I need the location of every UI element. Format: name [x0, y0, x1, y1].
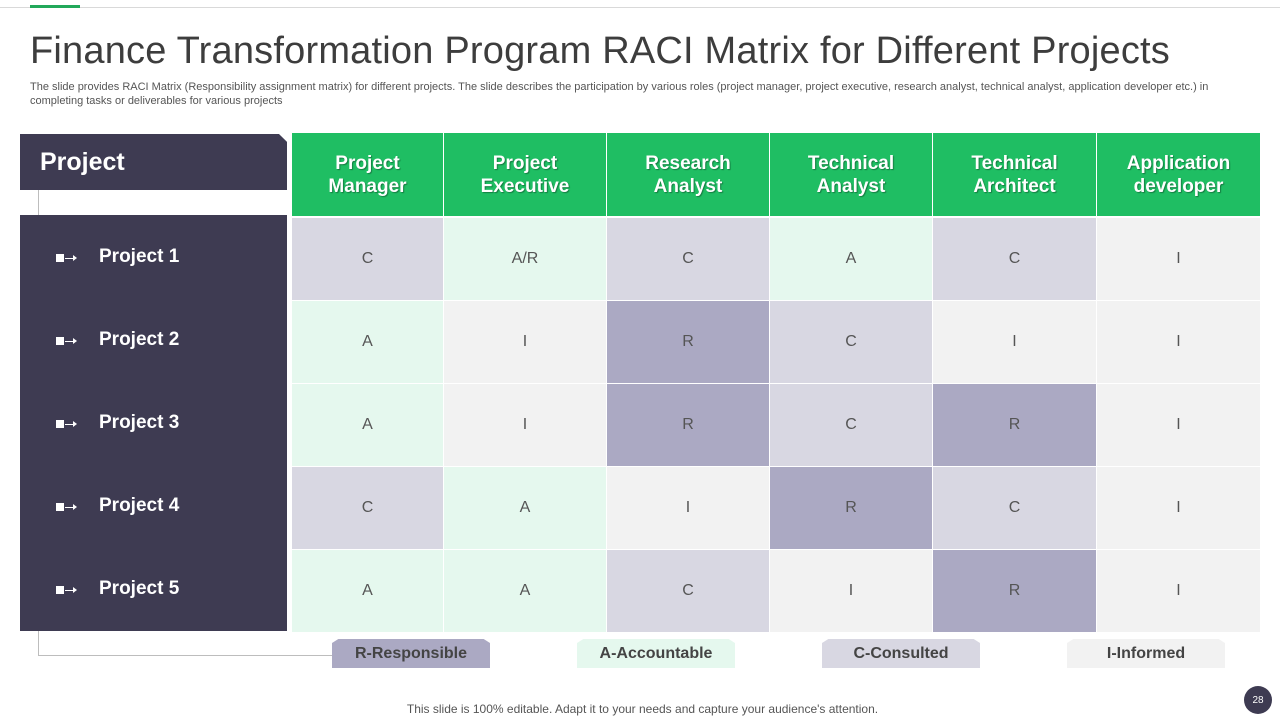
project-row-4: Project 4 [20, 492, 287, 522]
square-bullet-icon [56, 586, 64, 594]
project-label: Project 3 [99, 412, 180, 433]
raci-cell: A [770, 218, 932, 300]
column-header-technical-architect: Technical Architect [933, 133, 1096, 216]
raci-matrix: Project Manager Project Executive Research… [292, 133, 1260, 632]
legend-responsible: R-Responsible [332, 639, 490, 668]
column-header-technical-analyst: Technical Analyst [770, 133, 932, 216]
project-row-1: Project 1 [20, 243, 287, 273]
column-header-application-developer: Application developer [1097, 133, 1260, 216]
raci-cell: I [1097, 467, 1260, 549]
raci-cell: R [607, 301, 769, 383]
legend-accountable: A-Accountable [577, 639, 735, 668]
raci-cell: I [1097, 384, 1260, 466]
square-bullet-icon [56, 337, 64, 345]
top-divider [0, 7, 1280, 8]
raci-cell: R [933, 550, 1096, 632]
arrow-right-icon [65, 255, 77, 261]
project-column-header-label: Project [40, 148, 125, 176]
slide-title: Finance Transformation Program RACI Matr… [30, 30, 1171, 72]
project-column-header [20, 134, 287, 190]
raci-cell: A [292, 301, 443, 383]
project-label: Project 5 [99, 578, 180, 599]
arrow-right-icon [65, 421, 77, 427]
square-bullet-icon [56, 503, 64, 511]
project-list-panel: Project 1 Project 2 Project 3 Project 4 Proj… [20, 215, 287, 631]
raci-cell: A/R [444, 218, 606, 300]
arrow-right-icon [65, 587, 77, 593]
column-header-project-executive: Project Executive [444, 133, 606, 216]
legend-consulted: C-Consulted [822, 639, 980, 668]
raci-cell: A [292, 384, 443, 466]
project-row-3: Project 3 [20, 409, 287, 439]
project-row-2: Project 2 [20, 326, 287, 356]
project-label: Project 1 [99, 246, 180, 267]
column-header-project-manager: Project Manager [292, 133, 443, 216]
raci-cell: I [1097, 218, 1260, 300]
raci-cell: C [933, 218, 1096, 300]
square-bullet-icon [56, 420, 64, 428]
slide-subtitle: The slide provides RACI Matrix (Responsi… [30, 81, 1209, 107]
raci-cell: A [444, 550, 606, 632]
raci-cell: I [1097, 550, 1260, 632]
raci-cell: I [933, 301, 1096, 383]
raci-cell: R [770, 467, 932, 549]
legend-informed: I-Informed [1067, 639, 1225, 668]
raci-cell: A [292, 550, 443, 632]
raci-cell: I [1097, 301, 1260, 383]
raci-cell: R [933, 384, 1096, 466]
slide-footer-note: This slide is 100% editable. Adapt it to… [406, 702, 879, 716]
raci-cell: I [444, 301, 606, 383]
arrow-right-icon [65, 338, 77, 344]
raci-cell: I [770, 550, 932, 632]
raci-cell: C [770, 301, 932, 383]
project-label: Project 2 [99, 329, 180, 350]
page-number-badge: 28 [1244, 686, 1272, 714]
arrow-right-icon [65, 504, 77, 510]
raci-cell: C [933, 467, 1096, 549]
raci-cell: I [444, 384, 606, 466]
top-accent-bar [30, 5, 80, 8]
raci-cell: C [607, 218, 769, 300]
square-bullet-icon [56, 254, 64, 262]
project-row-5: Project 5 [20, 575, 287, 605]
raci-cell: A [444, 467, 606, 549]
raci-cell: R [607, 384, 769, 466]
connector-line-horizontal [38, 655, 332, 656]
raci-cell: C [770, 384, 932, 466]
raci-cell: C [292, 467, 443, 549]
raci-cell: I [607, 467, 769, 549]
raci-cell: C [292, 218, 443, 300]
raci-cell: C [607, 550, 769, 632]
column-header-research-analyst: Research Analyst [607, 133, 769, 216]
project-label: Project 4 [99, 495, 180, 516]
